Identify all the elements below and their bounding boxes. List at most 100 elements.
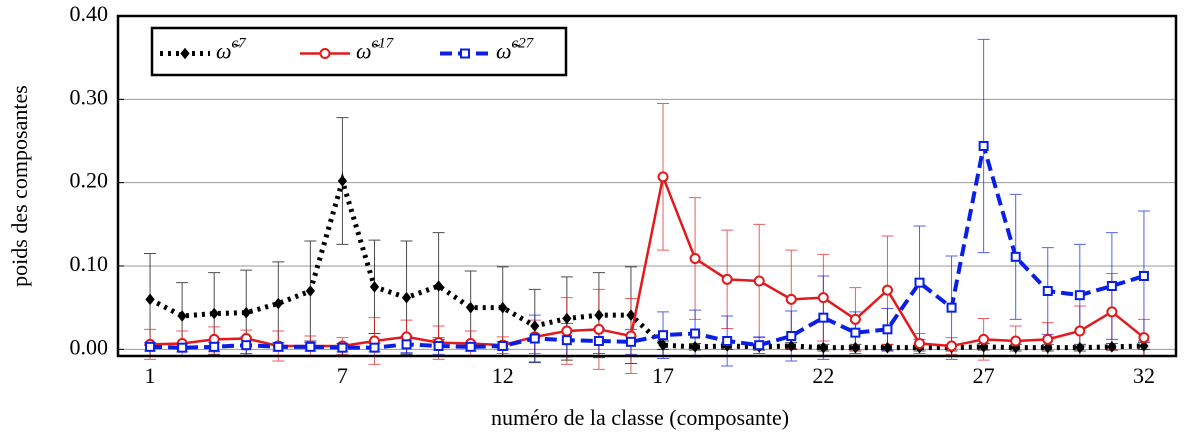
marker [850,341,861,354]
marker [530,320,540,332]
marker [1074,325,1086,337]
marker [690,341,700,353]
marker [881,284,893,296]
marker [273,341,284,352]
marker [978,333,990,345]
marker [626,309,636,321]
series-line [150,172,1145,348]
marker [1010,335,1022,347]
legend-marker [319,48,331,59]
marker [1138,332,1150,344]
marker [785,293,797,305]
marker [658,339,668,351]
marker [849,313,861,325]
marker [1010,251,1021,262]
y-tick-label: 0.10 [70,251,109,276]
marker [593,323,605,335]
marker [561,335,572,346]
marker [305,285,316,297]
plot-frame [116,14,1178,358]
marker [145,293,155,306]
x-tick-label: 7 [337,363,348,388]
marker [466,301,476,314]
marker [690,328,701,339]
x-tick-label: 22 [812,363,834,388]
marker [401,339,412,350]
marker [1139,340,1149,352]
y-tick-label: 0.00 [70,334,109,359]
marker [946,302,957,313]
marker [753,275,765,287]
marker [786,331,797,341]
x-tick-label: 17 [652,363,674,388]
x-tick-label: 32 [1133,363,1155,388]
x-tick-label: 1 [145,363,156,388]
legend-label: ω̃c17 [356,36,395,64]
marker [561,325,573,337]
marker [817,292,829,304]
marker [177,310,187,322]
x-axis-label: numéro de la classe (composante) [491,405,789,430]
legend-marker [460,48,470,59]
marker [882,341,893,354]
y-tick-label: 0.20 [70,168,109,193]
marker [209,307,219,320]
marker [562,312,572,325]
legend-superscript: c7 [232,36,248,52]
marker [1138,271,1149,281]
marker [1042,286,1053,296]
x-tick-label: 27 [973,363,995,388]
marker [946,340,958,352]
marker [914,277,925,288]
marker [689,253,701,264]
marker [369,281,380,293]
series-line [148,172,1145,351]
marker [978,141,989,151]
legend-box [150,26,568,77]
marker [529,333,540,344]
marker [721,273,733,285]
y-axis-label: poids des composantes [7,85,32,287]
marker [498,301,508,314]
marker [369,342,380,353]
marker [658,330,669,341]
marker [337,342,348,353]
series-line [150,145,1145,350]
marker [1075,341,1085,354]
marker [145,341,156,352]
marker [754,340,765,351]
marker [1043,341,1053,354]
marker [850,327,861,338]
marker [1074,290,1085,301]
marker [818,312,829,323]
marker [1107,341,1117,353]
marker [625,336,636,347]
marker [433,280,444,292]
marker [209,341,220,352]
marker [177,342,188,353]
marker [818,341,828,354]
marker [241,340,252,351]
legend-marker [180,47,190,60]
marker [1106,281,1117,291]
marker [305,341,316,352]
marker [786,340,796,352]
marker [497,341,508,351]
x-tick-label: 12 [492,363,514,388]
marker [593,336,604,346]
legend-superscript: c27 [512,36,535,52]
marker [273,297,283,310]
marker [241,306,251,319]
y-tick-label: 0.30 [70,84,109,109]
marker [657,171,669,183]
marker [594,309,604,321]
marker [337,175,348,187]
legend-label: ω̃c27 [496,36,535,64]
marker [1042,333,1054,345]
y-tick-label: 0.40 [70,1,109,26]
marker [882,324,893,335]
marker [914,338,926,349]
marker [465,341,476,352]
marker [401,291,412,304]
